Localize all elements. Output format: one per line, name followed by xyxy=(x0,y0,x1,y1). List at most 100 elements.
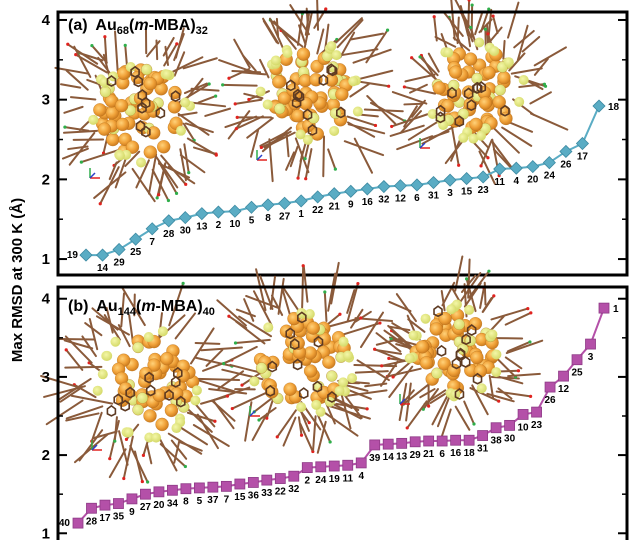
data-point xyxy=(193,482,205,494)
point-label: 6 xyxy=(414,193,420,204)
ligand-ring xyxy=(466,99,477,112)
gold-atom xyxy=(447,363,461,378)
ligand-bond xyxy=(103,314,121,341)
point-label: 22 xyxy=(275,487,287,498)
gold-atom xyxy=(143,76,157,91)
ligand-bond xyxy=(120,292,126,328)
sulfur-atom xyxy=(132,404,144,416)
ligand-atom xyxy=(240,383,244,387)
sulfur-atom xyxy=(453,318,465,331)
data-point xyxy=(288,470,300,482)
data-point xyxy=(531,406,542,418)
ligand-bond xyxy=(63,339,94,350)
ligand-bond xyxy=(507,372,541,378)
ligand-bond xyxy=(157,162,167,196)
ligand-bond xyxy=(205,348,224,367)
ligand-bond xyxy=(285,151,295,171)
point-label: 38 xyxy=(491,436,503,447)
ligand-bond xyxy=(390,113,429,128)
ligand-bond xyxy=(269,19,297,42)
ligand-bond xyxy=(159,443,187,468)
ligand-bond xyxy=(69,96,97,101)
data-point xyxy=(544,381,556,393)
point-label: 7 xyxy=(224,494,230,505)
ligand-bond xyxy=(316,0,320,31)
ligand-atom xyxy=(418,55,422,59)
ligand-bond xyxy=(182,57,218,70)
data-point xyxy=(369,439,381,451)
point-label: 16 xyxy=(362,197,374,208)
ligand-atom xyxy=(469,25,473,30)
ligand-bond xyxy=(113,416,118,443)
sulfur-atom xyxy=(491,367,502,378)
ligand-bond xyxy=(265,398,274,420)
point-label: 24 xyxy=(544,171,556,182)
data-point xyxy=(542,156,556,170)
ligand-bond xyxy=(405,382,412,422)
ligand-ring xyxy=(335,106,346,119)
ligand-bond xyxy=(108,161,118,181)
ligand-bond xyxy=(303,12,313,50)
point-label: 3 xyxy=(447,188,453,199)
gold-atom xyxy=(176,369,190,383)
ligand-atom xyxy=(140,479,144,484)
ligand-bond xyxy=(252,290,273,326)
ligand-bond xyxy=(221,83,258,87)
ligand-bond xyxy=(211,399,236,422)
ligand-bond xyxy=(410,56,439,82)
ligand-atom xyxy=(214,94,218,98)
ligand-bond xyxy=(365,29,389,64)
data-point xyxy=(344,184,358,198)
ligand-ring xyxy=(327,391,337,403)
ligand-bond xyxy=(490,307,529,321)
ligand-bond xyxy=(105,306,114,334)
nanocluster-image xyxy=(389,0,569,185)
ligand-bond xyxy=(168,56,204,75)
ligand-bond xyxy=(340,48,379,57)
ligand-bond xyxy=(131,167,156,203)
data-point xyxy=(450,434,462,446)
ligand-atom xyxy=(479,164,483,168)
ligand-atom xyxy=(183,464,187,469)
point-label: 14 xyxy=(383,452,395,463)
ligand-bond xyxy=(354,370,389,374)
ligand-atom xyxy=(373,347,377,351)
ligand-bond xyxy=(118,430,129,466)
ligand-bond xyxy=(479,286,485,309)
data-point xyxy=(477,430,489,441)
point-label: 6 xyxy=(439,449,445,460)
sulfur-atom xyxy=(457,108,470,120)
sulfur-atom xyxy=(446,304,457,315)
data-point xyxy=(598,302,610,314)
sulfur-atom xyxy=(249,376,260,387)
sulfur-atom xyxy=(491,349,502,360)
ligand-atom xyxy=(234,127,238,131)
ligand-atom xyxy=(432,15,436,19)
ligand-atom xyxy=(402,85,406,89)
sulfur-atom xyxy=(338,377,349,388)
ligand-bond xyxy=(327,148,337,171)
ligand-bond xyxy=(396,135,434,151)
ligand-bond xyxy=(186,137,218,157)
gold-atom xyxy=(160,352,174,366)
ligand-ring xyxy=(454,387,465,400)
sulfur-atom xyxy=(343,350,354,361)
ligand-ring xyxy=(298,387,309,400)
ligand-bond xyxy=(183,82,208,95)
ligand-ring xyxy=(164,388,174,401)
point-label: 11 xyxy=(494,177,505,188)
sulfur-atom xyxy=(262,99,273,110)
ligand-atom xyxy=(259,145,263,150)
gold-atom xyxy=(469,117,483,132)
data-point xyxy=(423,435,435,447)
ligand-bond xyxy=(90,411,103,443)
ligand-bond xyxy=(270,294,284,317)
sulfur-atom xyxy=(420,313,431,324)
data-point xyxy=(460,172,474,186)
y-tick-label: 4 xyxy=(42,12,51,29)
ligand-ring xyxy=(176,395,186,408)
ligand-bond xyxy=(182,122,196,142)
data-point xyxy=(278,196,292,210)
